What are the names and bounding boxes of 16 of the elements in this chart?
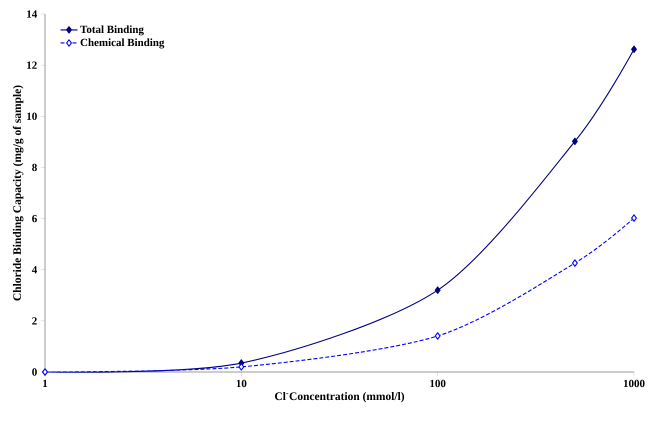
y-tick-label: 4 bbox=[32, 266, 38, 274]
y-tick-label: 10 bbox=[27, 112, 37, 120]
y-tick-label: 6 bbox=[32, 214, 37, 222]
legend-label: Chemical Binding bbox=[80, 38, 164, 48]
x-tick-label: 10 bbox=[236, 380, 246, 388]
y-axis-title: Chloride Binding Capacity (mg/g of sample) bbox=[12, 85, 24, 300]
y-tick-label: 14 bbox=[27, 10, 38, 18]
y-tick-label: 2 bbox=[32, 317, 37, 324]
y-tick-label: 12 bbox=[27, 62, 37, 69]
x-axis-title: Cl$^{-}$Concentration (mmol/l) bbox=[275, 392, 404, 402]
legend-label: Total Binding bbox=[80, 25, 144, 36]
x-tick-label: 1 bbox=[43, 380, 48, 388]
y-tick-label: 0 bbox=[32, 368, 37, 376]
x-tick-label: 1000 bbox=[624, 380, 645, 388]
y-tick-label: 8 bbox=[32, 164, 37, 172]
x-tick-label: 100 bbox=[430, 380, 446, 388]
